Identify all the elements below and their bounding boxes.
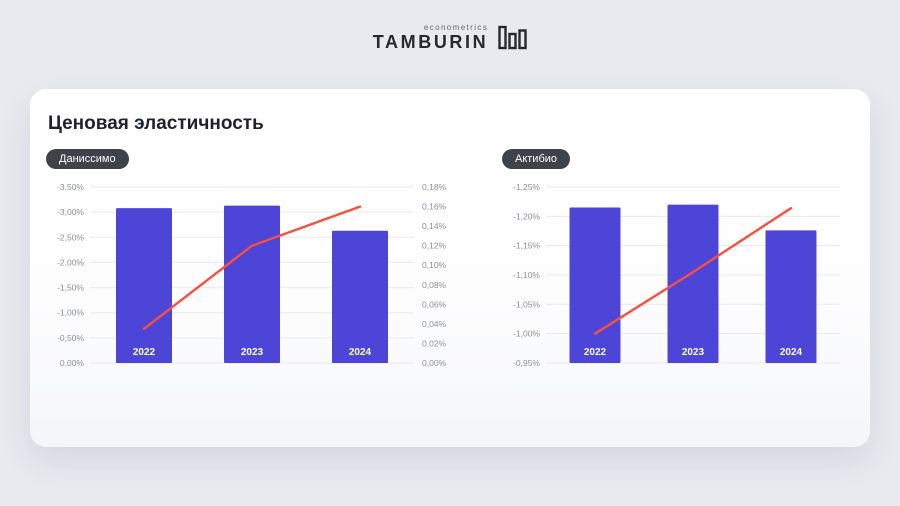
secondary-axis-tick-label: 0,02% — [422, 338, 447, 348]
y-axis-tick-label: -1,15% — [513, 240, 540, 250]
secondary-axis-tick-label: 0,18% — [422, 182, 447, 192]
bar-2023 — [224, 205, 280, 363]
y-axis-tick-label: 0,00% — [60, 358, 85, 368]
bar-year-label: 2024 — [780, 347, 803, 358]
bar-year-label: 2022 — [133, 347, 156, 358]
bar-year-label: 2024 — [349, 347, 372, 358]
elasticity-card: Ценовая эластичность Даниссимо -3,50% -3,… — [30, 88, 870, 447]
y-axis-tick-label: -3,00% — [57, 207, 84, 217]
bar-year-label: 2023 — [241, 347, 264, 358]
chart-block-danissimo: Даниссимо -3,50% -3,00% -2,50% -2,00% -1,50%… — [46, 148, 458, 377]
y-axis-tick-label: -1,10% — [513, 270, 540, 280]
chart-svg: -1,25% -1,20% -1,15% -1,10% -1,05% -1,00% -0,9… — [513, 182, 840, 368]
secondary-axis-tick-label: 0,10% — [422, 260, 447, 270]
chart-svg: -3,50% -3,00% -2,50% -2,00% -1,50% -1,00% -0,5… — [57, 182, 447, 368]
secondary-axis-tick-label: 0,16% — [422, 201, 447, 211]
secondary-axis-tick-label: 0,04% — [422, 318, 447, 328]
secondary-axis-tick-label: 0,12% — [422, 240, 447, 250]
trend-line — [142, 204, 362, 330]
y-axis-tick-label: -0,50% — [57, 332, 84, 342]
chart-block-aktibio: Актибио -1,25% -1,20% -1,15% -1,10% -1,05% -1… — [502, 148, 850, 377]
bar-chart-logo-icon — [497, 24, 527, 52]
logo-text: econometrics TAMBURIN — [372, 23, 489, 53]
bar-2024 — [332, 230, 388, 363]
y-axis-tick-label: -1,05% — [513, 299, 540, 309]
bar-year-label: 2022 — [584, 347, 607, 358]
y-axis-tick-label: -2,00% — [57, 257, 84, 267]
chart-badge-danissimo: Даниссимо — [46, 148, 129, 169]
brand-logo: econometrics TAMBURIN — [0, 0, 900, 53]
bar-2023 — [667, 204, 719, 363]
charts-row: Даниссимо -3,50% -3,00% -2,50% -2,00% -1,50%… — [46, 148, 854, 377]
chart-danissimo: -3,50% -3,00% -2,50% -2,00% -1,50% -1,00% -0,5… — [46, 177, 458, 377]
logo-subtitle: econometrics — [423, 23, 489, 32]
secondary-axis-tick-label: 0,14% — [422, 221, 447, 231]
logo-brand-name: TAMBURIN — [372, 31, 489, 52]
bar-2022 — [569, 207, 621, 363]
y-axis-tick-label: -1,50% — [57, 282, 84, 292]
y-axis-tick-label: -2,50% — [57, 232, 84, 242]
secondary-axis-tick-label: 0,06% — [422, 299, 447, 309]
secondary-axis-tick-label: 0,08% — [422, 279, 447, 289]
bar-2024 — [765, 230, 817, 363]
chart-badge-aktibio: Актибио — [502, 148, 571, 169]
y-axis-tick-label: -0,95% — [513, 358, 540, 368]
y-axis-tick-label: -1,00% — [57, 307, 84, 317]
secondary-axis-tick-label: 0,00% — [422, 358, 447, 368]
y-axis-tick-label: -3,50% — [57, 182, 84, 192]
chart-aktibio: -1,25% -1,20% -1,15% -1,10% -1,05% -1,00% -0,9… — [502, 177, 850, 377]
trend-line — [593, 206, 793, 335]
y-axis-tick-label: -1,20% — [513, 211, 540, 221]
y-axis-tick-label: -1,00% — [513, 328, 540, 338]
bar-2022 — [116, 207, 172, 363]
y-axis-tick-label: -1,25% — [513, 182, 540, 192]
bar-year-label: 2023 — [682, 347, 705, 358]
page-title: Ценовая эластичность — [48, 112, 264, 134]
